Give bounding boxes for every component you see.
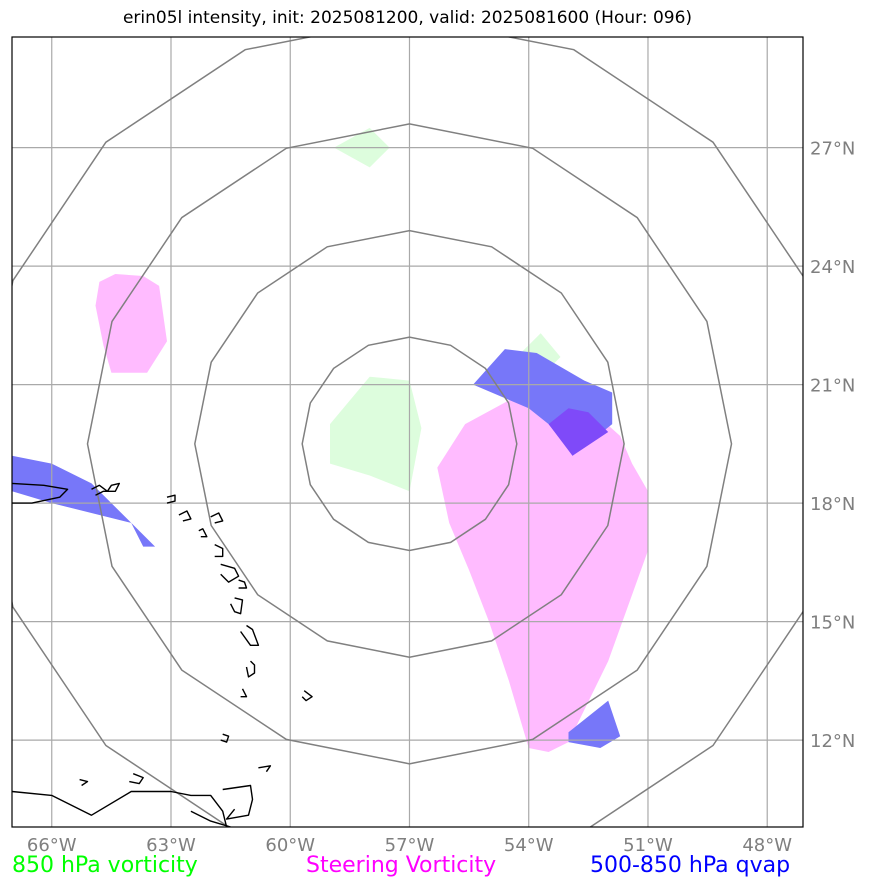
coastline xyxy=(12,790,228,827)
legend-850hpa-vorticity: 850 hPa vorticity xyxy=(12,853,198,878)
coastline xyxy=(198,528,208,538)
lat-tick-label: 15°N xyxy=(810,613,855,634)
lon-tick-label: 60°W xyxy=(265,835,315,856)
lon-tick-label: 54°W xyxy=(504,835,554,856)
lat-tick-label: 21°N xyxy=(810,376,855,397)
coastline xyxy=(222,784,254,820)
range-ring xyxy=(194,229,625,658)
lat-lon-grid xyxy=(12,37,803,827)
coastlines xyxy=(12,482,313,827)
lon-tick-label: 63°W xyxy=(146,835,196,856)
steering-vorticity-region xyxy=(437,392,648,752)
coastline xyxy=(79,778,89,787)
lon-tick-label: 57°W xyxy=(385,835,435,856)
vorticity-850-region xyxy=(330,376,422,492)
steering-vorticity-region xyxy=(95,274,167,373)
coastline xyxy=(210,512,224,524)
coastline xyxy=(229,597,244,615)
coastline xyxy=(214,543,224,558)
coastline xyxy=(166,494,176,504)
legend-steering-vorticity: Steering Vorticity xyxy=(306,853,497,878)
lat-tick-label: 18°N xyxy=(810,494,855,515)
map-title: erin05l intensity, init: 2025081200, val… xyxy=(122,8,693,28)
shaded-fields xyxy=(12,127,648,752)
coastline xyxy=(220,563,240,583)
lat-tick-label: 12°N xyxy=(810,731,855,752)
range-ring xyxy=(301,336,518,552)
coastline xyxy=(258,765,272,773)
map-frame xyxy=(11,36,804,828)
coastline xyxy=(245,660,256,678)
coastline xyxy=(220,733,230,743)
lat-tick-label: 27°N xyxy=(810,139,855,160)
coastline xyxy=(129,773,144,785)
lon-tick-label: 48°W xyxy=(742,835,792,856)
coastline xyxy=(240,624,260,646)
range-ring xyxy=(12,37,803,827)
coastline xyxy=(91,482,121,496)
qvap-region xyxy=(568,700,621,748)
coastline xyxy=(12,482,69,504)
coastline xyxy=(178,510,192,522)
qvap-steering-overlap-region xyxy=(548,408,609,456)
legend-qvap: 500-850 hPa qvap xyxy=(590,853,791,878)
lon-tick-label: 51°W xyxy=(623,835,673,856)
coastline xyxy=(301,690,313,702)
coastline xyxy=(190,810,231,827)
coastline xyxy=(240,688,248,698)
range-rings xyxy=(12,37,803,827)
qvap-region xyxy=(12,455,156,547)
lon-tick-label: 66°W xyxy=(27,835,77,856)
axis-labels: 66°W 63°W 60°W 57°W 54°W 51°W 48°W 12°N 15°N 18°N… xyxy=(27,139,855,856)
lat-tick-label: 24°N xyxy=(810,257,855,278)
coastline xyxy=(238,579,248,589)
range-ring xyxy=(86,123,733,765)
